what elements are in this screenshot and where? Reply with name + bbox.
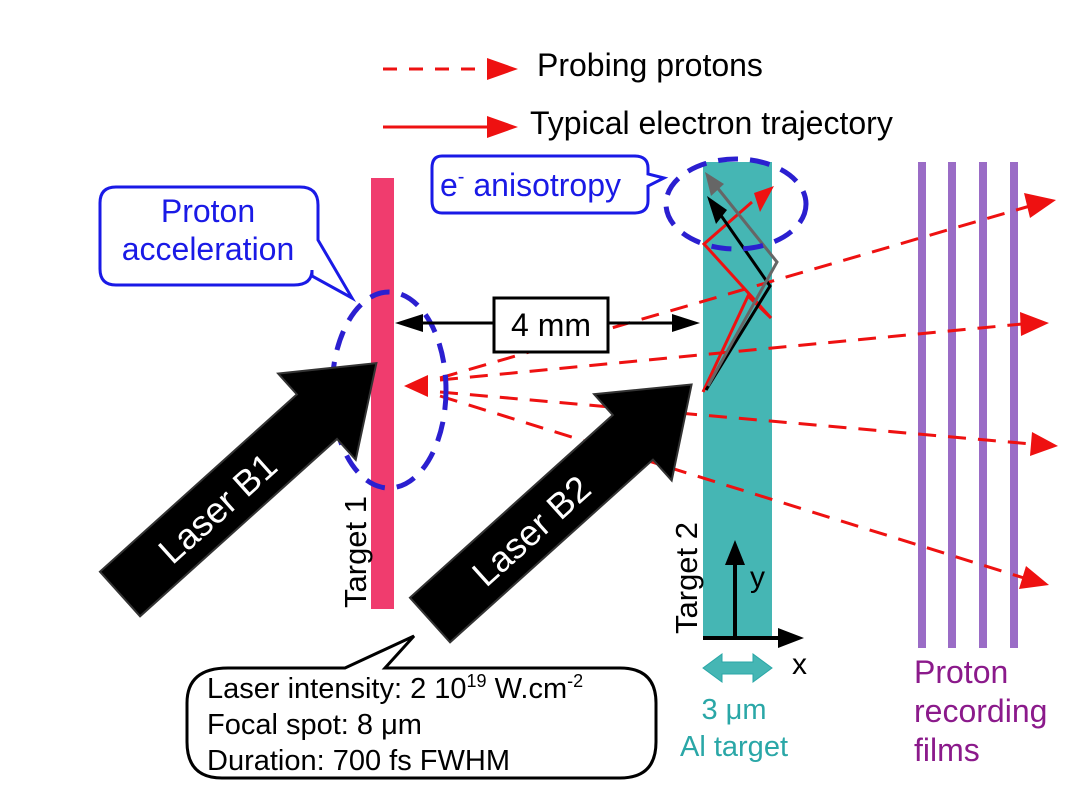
- legend-probing-protons-label: Probing protons: [537, 47, 763, 83]
- legend-dashed-arrowhead: [487, 58, 518, 80]
- electron-red-arrowhead: [754, 186, 774, 212]
- proton-arrowhead-4: [1019, 566, 1049, 589]
- laser-intensity-unit-exponent: -2: [567, 671, 583, 691]
- film-2: [948, 162, 956, 648]
- proton-acceleration-line-2: acceleration: [122, 231, 295, 267]
- y-axis-label: y: [750, 561, 765, 594]
- proton-acceleration-callout: Proton acceleration: [98, 185, 357, 302]
- proton-ray-3: [439, 390, 1033, 446]
- e-anisotropy-label: e- anisotropy: [440, 166, 621, 203]
- film-3: [979, 162, 987, 648]
- legend-electron-trajectory-label: Typical electron trajectory: [530, 105, 893, 141]
- proton-arrowhead-3: [1030, 432, 1058, 456]
- proton-ray-4: [439, 394, 1025, 580]
- film-4: [1010, 162, 1018, 648]
- films-label-line-1: Proton: [914, 654, 1008, 690]
- films-label: Proton recording films: [914, 654, 1047, 768]
- proton-source-arrowhead: [404, 375, 428, 397]
- legend: Probing protons Typical electron traject…: [383, 47, 893, 141]
- distance-arrowhead-right: [672, 314, 700, 332]
- e-anisotropy-superscript: -: [458, 166, 465, 188]
- laser-intensity-line: Laser intensity: 2 1019 W.cm-2: [207, 671, 583, 705]
- films-label-line-2: recording: [914, 693, 1047, 729]
- electron-gray-arrowhead: [705, 172, 724, 196]
- electron-trajectory-red: [701, 200, 773, 393]
- proton-acceleration-region: [329, 289, 449, 491]
- distance-label: 4 mm: [511, 307, 591, 343]
- laser-b2-arrow: [408, 383, 693, 644]
- e-anisotropy-bubble: [430, 154, 669, 215]
- e-anisotropy-rest: anisotropy: [464, 167, 621, 203]
- proton-ray-2: [439, 322, 1023, 382]
- legend-solid-arrowhead: [487, 116, 518, 138]
- proton-arrowhead-1: [1024, 193, 1056, 218]
- x-axis-arrowhead: [778, 628, 804, 648]
- proton-arrowhead-2: [1020, 312, 1049, 336]
- distance-annotation: 4 mm: [395, 296, 700, 354]
- laser-intensity-prefix: Laser intensity: 2 10: [207, 673, 467, 705]
- distance-box: [492, 296, 610, 354]
- coordinate-axes: y x: [703, 540, 807, 681]
- electron-trajectories: [701, 172, 779, 393]
- distance-arrowhead-left: [395, 314, 423, 332]
- electron-trajectory-black: [704, 213, 772, 391]
- proton-recording-films: [918, 162, 1018, 648]
- proton-acceleration-bubble: [98, 185, 357, 302]
- laser-intensity-unit: W.cm: [487, 673, 568, 705]
- thickness-double-arrow: [702, 653, 773, 683]
- films-label-line-3: films: [914, 732, 980, 768]
- laser-parameters-callout: Laser intensity: 2 1019 W.cm-2 Focal spo…: [185, 634, 658, 780]
- thickness-label: 3 μm: [701, 694, 766, 726]
- laser-intensity-exponent: 19: [467, 671, 487, 691]
- duration-line: Duration: 700 fs FWHM: [207, 745, 510, 777]
- e-anisotropy-callout: e- anisotropy: [430, 154, 669, 215]
- y-axis-arrowhead: [725, 540, 745, 565]
- target-2-label: Target 2: [669, 522, 704, 634]
- thickness-indicator: 3 μm Al target: [680, 653, 788, 763]
- film-1: [918, 162, 926, 648]
- target-material-label: Al target: [680, 731, 788, 763]
- focal-spot-line: Focal spot: 8 μm: [207, 709, 422, 741]
- laser-parameters-bubble: [185, 634, 658, 780]
- target-1: [371, 178, 394, 609]
- proton-acceleration-line-1: Proton: [161, 193, 255, 229]
- x-axis-label: x: [792, 648, 807, 681]
- electron-trajectory-gray: [706, 185, 779, 387]
- e-anisotropy-base: e: [440, 167, 458, 203]
- e-anisotropy-region: [663, 156, 809, 252]
- laser-b1-arrow: [98, 362, 378, 618]
- target-1-label: Target 1: [338, 496, 373, 608]
- electron-black-arrowhead: [707, 196, 727, 224]
